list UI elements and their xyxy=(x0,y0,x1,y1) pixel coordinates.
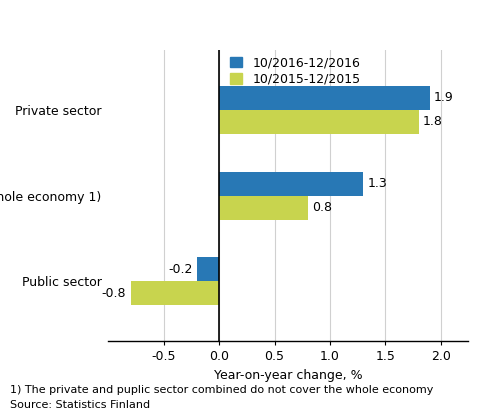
Text: 1.8: 1.8 xyxy=(423,115,443,129)
Text: -0.8: -0.8 xyxy=(102,287,126,300)
Bar xyxy=(219,196,308,220)
X-axis label: Year-on-year change, %: Year-on-year change, % xyxy=(214,369,363,382)
Text: -0.2: -0.2 xyxy=(168,262,193,276)
Text: 1) The private and puplic sector combined do not cover the whole economy: 1) The private and puplic sector combine… xyxy=(10,385,433,395)
Text: 1.9: 1.9 xyxy=(434,92,454,104)
Bar xyxy=(219,171,363,196)
Text: 1.3: 1.3 xyxy=(368,177,387,190)
Legend: 10/2016-12/2016, 10/2015-12/2015: 10/2016-12/2016, 10/2015-12/2015 xyxy=(230,56,360,86)
Bar xyxy=(219,86,429,110)
Text: 0.8: 0.8 xyxy=(312,201,332,214)
Bar xyxy=(219,110,419,134)
Bar xyxy=(131,281,219,305)
Text: Source: Statistics Finland: Source: Statistics Finland xyxy=(10,400,150,410)
Bar xyxy=(197,257,219,281)
